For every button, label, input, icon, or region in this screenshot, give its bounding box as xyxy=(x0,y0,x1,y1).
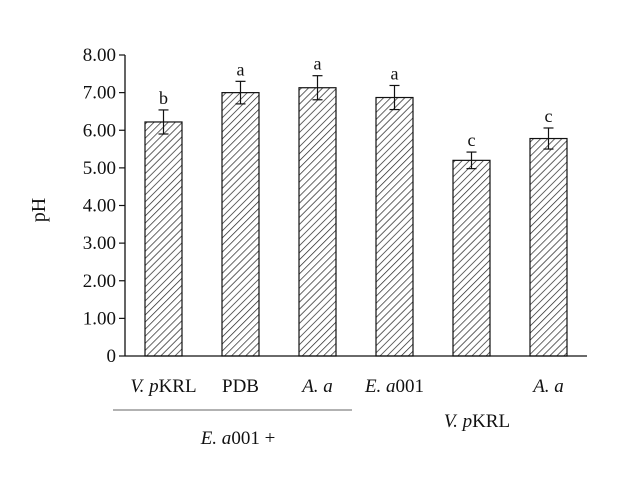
significance-letter: a xyxy=(314,54,322,74)
y-tick-label: 1.00 xyxy=(83,308,116,329)
x-category-label-italic: A. a xyxy=(531,376,564,397)
y-axis: 0 1.00 2.00 3.00 4.00 5.00 6.00 7.00 8.00 xyxy=(83,45,126,367)
significance-letter: b xyxy=(159,88,168,108)
x-category-label: E. a001 xyxy=(364,376,424,397)
bar xyxy=(375,96,414,357)
group-label-italic: E. a xyxy=(200,428,232,449)
y-tick-label: 4.00 xyxy=(83,196,116,217)
x-category-label-italic: A. a xyxy=(300,376,333,397)
x-category-label: V. pKRL xyxy=(130,376,196,397)
group-label-italic: V. p xyxy=(444,411,472,432)
y-axis-title: pH xyxy=(28,198,50,222)
significance-letter: a xyxy=(391,63,399,83)
x-category-label: A. a xyxy=(531,376,564,397)
significance-letter: a xyxy=(237,59,245,79)
bar xyxy=(529,137,568,357)
group-label-v-pkrl: V. pKRL xyxy=(444,411,510,432)
group-label-plain: KRL xyxy=(472,411,510,432)
bar xyxy=(221,92,260,357)
group-label-e-a001: E. a001 + xyxy=(200,428,276,449)
x-category-label: A. a xyxy=(300,376,333,397)
y-tick-label: 3.00 xyxy=(83,233,116,254)
y-tick-label: 2.00 xyxy=(83,271,116,292)
x-category-label-plain: KRL xyxy=(159,376,197,397)
group-label-plain: 001 + xyxy=(231,428,275,449)
x-category-label-plain: PDB xyxy=(222,376,259,397)
x-axis: V. pKRL PDB A. a E. a001 A. a xyxy=(125,355,587,397)
x-category-label-italic: V. p xyxy=(130,376,158,397)
y-tick-label: 5.00 xyxy=(83,158,116,179)
bar xyxy=(452,159,491,357)
y-tick-label: 8.00 xyxy=(83,45,116,66)
bar xyxy=(298,87,337,357)
y-tick-label: 0 xyxy=(107,346,117,367)
x-category-label-plain: 001 xyxy=(396,376,425,397)
y-tick-label: 7.00 xyxy=(83,83,116,104)
bar xyxy=(144,121,183,357)
y-tick-label: 6.00 xyxy=(83,120,116,141)
bars xyxy=(144,87,568,357)
x-category-label-italic: E. a xyxy=(364,376,396,397)
significance-letter: c xyxy=(468,130,476,150)
significance-letter: c xyxy=(545,106,553,126)
significance-letters: b a a a c c xyxy=(159,54,553,150)
x-category-label: PDB xyxy=(222,376,259,397)
error-bars xyxy=(158,75,554,170)
